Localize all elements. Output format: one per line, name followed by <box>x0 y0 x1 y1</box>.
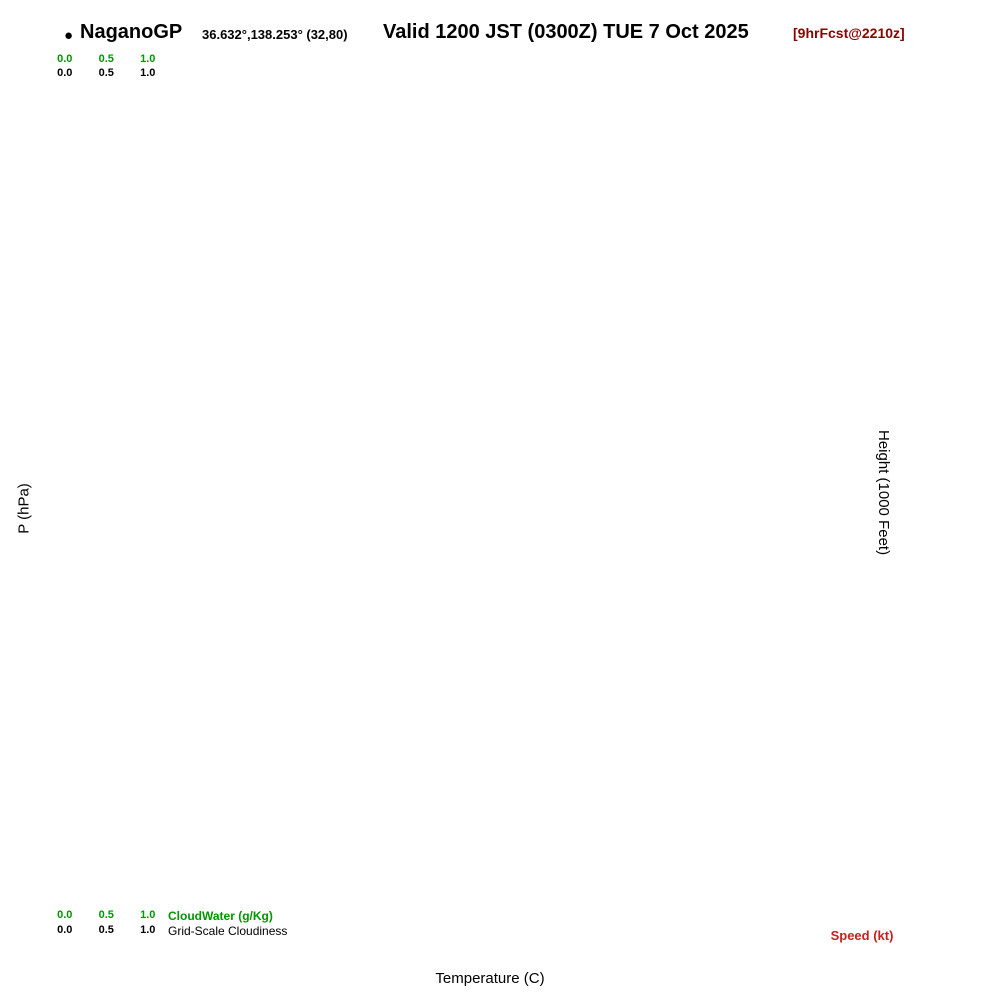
temperature-axis-title: Temperature (C) <box>435 970 545 987</box>
cloudwater-scale-bottom: 0.0 0.5 1.0 <box>44 909 169 921</box>
scale-tick: 0.5 <box>98 909 114 921</box>
cloudiness-scale-bottom: 0.0 0.5 1.0 <box>44 924 169 936</box>
cloudwater-axis-title: CloudWater (g/Kg) <box>168 909 273 923</box>
scale-tick: 0.0 <box>57 67 73 79</box>
scale-tick: 1.0 <box>140 53 156 65</box>
cloudiness-axis-title: Grid-Scale Cloudiness <box>168 924 288 938</box>
valid-time: Valid 1200 JST (0300Z) TUE 7 Oct 2025 <box>383 21 749 43</box>
height-axis-title: Height (1000 Feet) <box>875 430 892 556</box>
scale-tick: 1.0 <box>140 67 156 79</box>
scale-tick: 0.5 <box>98 924 114 936</box>
forecast-tag: [9hrFcst@2210z] <box>793 25 905 41</box>
scale-tick: 1.0 <box>140 909 156 921</box>
scale-tick: 0.0 <box>57 909 73 921</box>
cloudiness-scale-top: 0.0 0.5 1.0 <box>44 67 169 79</box>
scale-tick: 0.5 <box>98 53 114 65</box>
station-bullet: ● <box>64 27 74 44</box>
speed-axis-title: Speed (kt) <box>830 928 894 943</box>
scale-tick: 1.0 <box>140 924 156 936</box>
station-coords: 36.632°,138.253° (32,80) <box>202 27 348 42</box>
scale-tick: 0.0 <box>57 924 73 936</box>
scale-tick: 0.5 <box>98 67 114 79</box>
pressure-axis-title: P (hPa) <box>15 483 33 534</box>
scale-tick: 0.0 <box>57 53 73 65</box>
cloudwater-scale-top: 0.0 0.5 1.0 <box>44 53 169 65</box>
station-name: NaganoGP <box>80 21 183 43</box>
